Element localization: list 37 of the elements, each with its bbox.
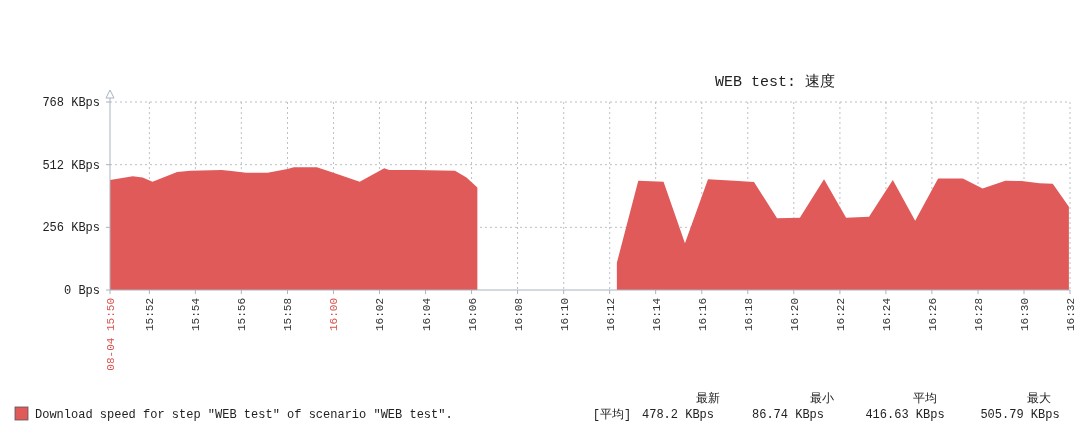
- x-tick-label: 15:54: [190, 297, 203, 332]
- text: 平均: [913, 392, 937, 406]
- x-tick-label: 15:56: [236, 298, 249, 332]
- x-tick-label: 16:30: [1019, 298, 1032, 332]
- x-tick-label: 16:32: [1065, 298, 1077, 332]
- x-tick-label: 15:52: [144, 298, 157, 332]
- legend-label: Download speed for step "WEB test" of scenario "WEB test".: [35, 408, 453, 422]
- chart-title: WEB test: 速度: [714, 73, 836, 91]
- text: 最新: [696, 391, 720, 406]
- x-tick-label: 16:14: [650, 297, 663, 332]
- x-tick-label: 16:04: [420, 297, 433, 332]
- text: 478.2 KBps: [641, 408, 715, 422]
- text: 86.74 KBps: [751, 408, 825, 422]
- x-tick-label: 16:02: [374, 298, 387, 332]
- x-tick-label: 16:10: [558, 298, 571, 332]
- x-tick-label: 16:16: [696, 298, 709, 332]
- x-tick-label: 16:18: [742, 298, 755, 332]
- y-tick-label: 512 KBps: [42, 158, 100, 173]
- x-tick-label: 16:08: [512, 298, 525, 332]
- x-tick-label: 16:26: [926, 298, 939, 332]
- x-tick-label: 16:06: [466, 298, 479, 332]
- y-tick-label: 0 Bps: [63, 284, 100, 298]
- x-tick-label: 16:20: [788, 298, 801, 332]
- x-tick-label: 16:24: [880, 297, 893, 332]
- text: 416.63 KBps: [865, 408, 945, 422]
- y-tick-label: 256 KBps: [42, 221, 100, 236]
- text: [平均]: [592, 408, 632, 422]
- text: 最大: [1027, 392, 1051, 406]
- text: 最小: [810, 392, 834, 406]
- x-tick-label: 16:12: [604, 298, 617, 332]
- text: 505.79 KBps: [980, 408, 1060, 422]
- x-tick-label: 16:28: [973, 298, 986, 332]
- x-tick-label: 15:58: [282, 298, 295, 332]
- x-tick-label: 16:22: [834, 298, 847, 332]
- x-tick-label: 08-04 15:50: [105, 298, 117, 371]
- y-tick-label: 768 KBps: [42, 96, 100, 110]
- x-tick-label: 16:00: [328, 298, 341, 332]
